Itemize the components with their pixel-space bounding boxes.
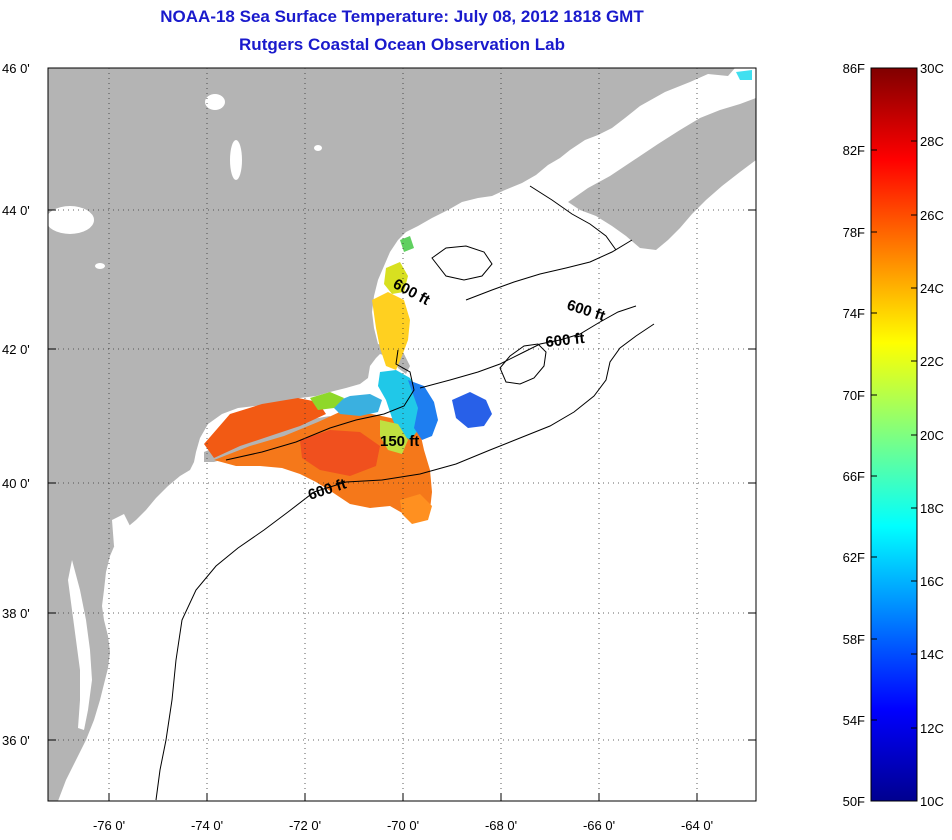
nova-scotia — [568, 98, 756, 250]
lon-label: -64 0' — [681, 818, 713, 833]
lat-label: 38 0' — [2, 606, 30, 621]
map-frame — [47, 67, 757, 802]
lake — [314, 145, 322, 151]
lon-label: -74 0' — [191, 818, 223, 833]
latitude-labels: 46 0' 44 0' 42 0' 40 0' 38 0' 36 0' — [2, 61, 30, 748]
colorbar-f-label: 54F — [843, 713, 865, 728]
colorbar-fahrenheit-labels: 86F 82F 78F 74F 70F 66F 62F 58F 54F 50F — [843, 61, 865, 809]
delaware-bay — [112, 514, 132, 548]
map-subtitle: Rutgers Coastal Ocean Observation Lab — [239, 35, 565, 54]
colorbar-f-label: 86F — [843, 61, 865, 76]
contour-label: 600 ft — [545, 330, 586, 351]
long-island — [204, 416, 330, 462]
colorbar-c-label: 20C — [920, 428, 944, 443]
colorbar-gradient — [870, 67, 918, 802]
colorbar-c-label: 12C — [920, 721, 944, 736]
sst-data — [204, 70, 752, 524]
lake-champlain — [230, 140, 242, 180]
colorbar-c-label: 26C — [920, 208, 944, 223]
colorbar: 86F 82F 78F 74F 70F 66F 62F 58F 54F 50F … — [843, 61, 944, 809]
lat-label: 40 0' — [2, 476, 30, 491]
map-panel — [48, 68, 756, 801]
map-title: NOAA-18 Sea Surface Temperature: July 08… — [160, 7, 644, 26]
colorbar-f-label: 58F — [843, 632, 865, 647]
chesapeake-bay — [68, 560, 92, 730]
longitude-labels: -76 0' -74 0' -72 0' -70 0' -68 0' -66 0… — [93, 818, 713, 833]
lake-ontario — [48, 206, 94, 234]
colorbar-f-label: 82F — [843, 143, 865, 158]
colorbar-c-label: 28C — [920, 134, 944, 149]
axis-ticks — [48, 209, 756, 801]
lat-label: 42 0' — [2, 342, 30, 357]
lon-label: -76 0' — [93, 818, 125, 833]
colorbar-ticks — [871, 140, 917, 729]
lat-label: 36 0' — [2, 733, 30, 748]
colorbar-c-label: 30C — [920, 61, 944, 76]
lake — [95, 263, 105, 269]
mainland — [48, 68, 735, 801]
lake — [205, 94, 225, 110]
graticule — [48, 68, 756, 801]
contour-label: 150 ft — [380, 433, 419, 450]
colorbar-f-label: 62F — [843, 550, 865, 565]
lon-label: -68 0' — [485, 818, 517, 833]
colorbar-c-label: 10C — [920, 794, 944, 809]
colorbar-celsius-labels: 30C 28C 26C 24C 22C 20C 18C 16C 14C 12C … — [920, 61, 944, 809]
colorbar-f-label: 74F — [843, 306, 865, 321]
lat-label: 44 0' — [2, 203, 30, 218]
bathymetry-contours — [155, 185, 655, 801]
lat-label: 46 0' — [2, 61, 30, 76]
colorbar-f-label: 66F — [843, 469, 865, 484]
colorbar-c-label: 16C — [920, 574, 944, 589]
colorbar-c-label: 18C — [920, 501, 944, 516]
colorbar-c-label: 24C — [920, 281, 944, 296]
colorbar-c-label: 22C — [920, 354, 944, 369]
lon-label: -70 0' — [387, 818, 419, 833]
lon-label: -72 0' — [289, 818, 321, 833]
lon-label: -66 0' — [583, 818, 615, 833]
colorbar-c-label: 14C — [920, 647, 944, 662]
colorbar-f-label: 70F — [843, 388, 865, 403]
colorbar-f-label: 78F — [843, 225, 865, 240]
colorbar-f-label: 50F — [843, 794, 865, 809]
